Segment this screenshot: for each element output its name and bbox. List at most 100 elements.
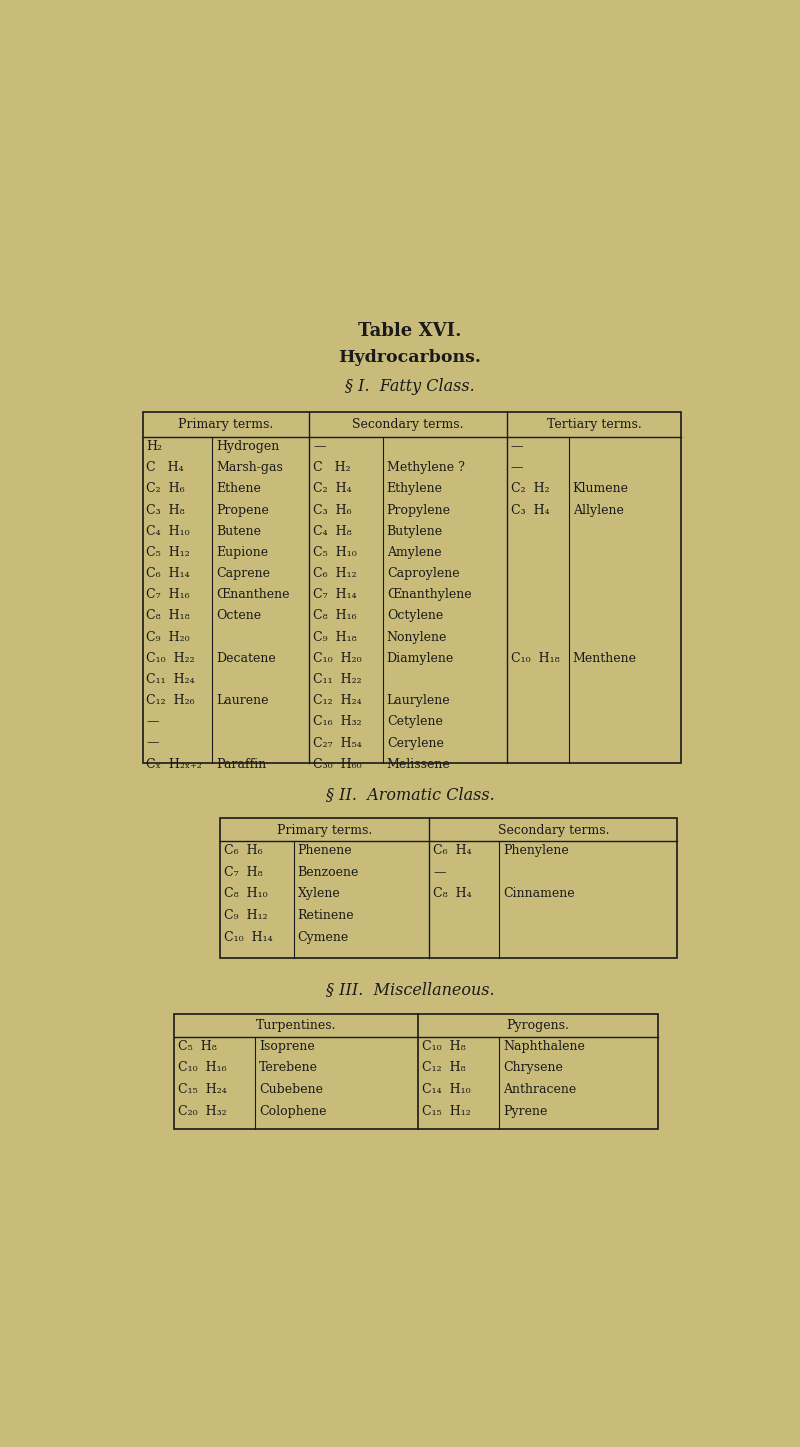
Text: C₁₀  H₁₄: C₁₀ H₁₄ (224, 930, 273, 943)
Text: C₈  H₄: C₈ H₄ (434, 887, 472, 900)
Text: Cetylene: Cetylene (386, 715, 442, 728)
Text: C₈  H₁₀: C₈ H₁₀ (224, 887, 268, 900)
Text: Pyrogens.: Pyrogens. (506, 1019, 570, 1032)
Text: Turpentines.: Turpentines. (255, 1019, 336, 1032)
Text: Xylene: Xylene (298, 887, 340, 900)
Text: C₃₀  H₆₀: C₃₀ H₆₀ (313, 758, 362, 771)
Text: C₂₇  H₅₄: C₂₇ H₅₄ (313, 737, 362, 750)
Text: Chrysene: Chrysene (503, 1062, 563, 1075)
Text: C₅  H₈: C₅ H₈ (178, 1040, 216, 1053)
Text: Cinnamene: Cinnamene (503, 887, 574, 900)
Text: C₁₀  H₂₀: C₁₀ H₂₀ (313, 651, 362, 664)
Text: C₃  H₈: C₃ H₈ (146, 504, 185, 517)
Text: C₆  H₆: C₆ H₆ (224, 844, 262, 857)
Text: C₁₀  H₁₆: C₁₀ H₁₆ (178, 1062, 226, 1075)
Text: C₇  H₁₄: C₇ H₁₄ (313, 589, 357, 602)
Text: Table XVI.: Table XVI. (358, 323, 462, 340)
Text: Marsh-gas: Marsh-gas (216, 462, 283, 475)
Text: § II.  Aromatic Class.: § II. Aromatic Class. (326, 786, 494, 803)
Text: Ethene: Ethene (216, 482, 261, 495)
Text: Klumene: Klumene (573, 482, 629, 495)
Text: Benzoene: Benzoene (298, 865, 359, 878)
Text: Primary terms.: Primary terms. (277, 823, 372, 836)
Text: Caprene: Caprene (216, 567, 270, 580)
Text: C₄  H₈: C₄ H₈ (313, 525, 352, 538)
Text: C₁₀  H₁₈: C₁₀ H₁₈ (510, 651, 559, 664)
Text: C₁₁  H₂₄: C₁₁ H₂₄ (146, 673, 195, 686)
Text: Propylene: Propylene (386, 504, 450, 517)
Text: Allylene: Allylene (573, 504, 624, 517)
Text: Cymene: Cymene (298, 930, 349, 943)
Text: C₁₂  H₂₄: C₁₂ H₂₄ (313, 695, 362, 708)
Text: C₅  H₁₀: C₅ H₁₀ (313, 546, 357, 559)
Text: —: — (146, 737, 159, 750)
Bar (174, 1014, 658, 1129)
Text: Secondary terms.: Secondary terms. (498, 823, 609, 836)
Text: Octylene: Octylene (386, 609, 443, 622)
Text: C₅  H₁₂: C₅ H₁₂ (146, 546, 190, 559)
Text: C₁₀  H₈: C₁₀ H₈ (422, 1040, 466, 1053)
Text: Laurylene: Laurylene (386, 695, 450, 708)
Text: Phenene: Phenene (298, 844, 352, 857)
Text: Melissene: Melissene (386, 758, 450, 771)
Text: Propene: Propene (216, 504, 269, 517)
Text: Caproylene: Caproylene (386, 567, 459, 580)
Text: Paraffin: Paraffin (216, 758, 266, 771)
Text: Methylene ?: Methylene ? (386, 462, 465, 475)
Text: Butylene: Butylene (386, 525, 443, 538)
Text: C₉  H₁₂: C₉ H₁₂ (224, 909, 268, 922)
Text: Colophene: Colophene (259, 1104, 326, 1117)
Text: C₁₂  H₂₆: C₁₂ H₂₆ (146, 695, 195, 708)
Text: Octene: Octene (216, 609, 262, 622)
Text: Menthene: Menthene (573, 651, 637, 664)
Text: C₄  H₁₀: C₄ H₁₀ (146, 525, 190, 538)
Text: Primary terms.: Primary terms. (178, 418, 274, 431)
Text: C₆  H₁₄: C₆ H₁₄ (146, 567, 190, 580)
Text: Cerylene: Cerylene (386, 737, 444, 750)
Text: C₁₅  H₁₂: C₁₅ H₁₂ (422, 1104, 470, 1117)
Text: C₂  H₂: C₂ H₂ (510, 482, 550, 495)
Text: C₉  H₂₀: C₉ H₂₀ (146, 631, 190, 644)
Text: C₁₄  H₁₀: C₁₄ H₁₀ (422, 1082, 470, 1095)
Text: C₈  H₁₆: C₈ H₁₆ (313, 609, 357, 622)
Text: C₈  H₁₈: C₈ H₁₈ (146, 609, 190, 622)
Text: Œnanthylene: Œnanthylene (386, 589, 471, 602)
Text: C   H₂: C H₂ (313, 462, 350, 475)
Text: Phenylene: Phenylene (503, 844, 569, 857)
Text: Pyrene: Pyrene (503, 1104, 547, 1117)
Text: § I.  Fatty Class.: § I. Fatty Class. (345, 379, 475, 395)
Text: Cubebene: Cubebene (259, 1082, 323, 1095)
Text: C₇  H₈: C₇ H₈ (224, 865, 262, 878)
Text: C₆  H₄: C₆ H₄ (434, 844, 472, 857)
Text: Anthracene: Anthracene (503, 1082, 576, 1095)
Text: C₂  H₄: C₂ H₄ (313, 482, 352, 495)
Text: Ethylene: Ethylene (386, 482, 442, 495)
Text: Tertiary terms.: Tertiary terms. (546, 418, 642, 431)
Text: Decatene: Decatene (216, 651, 276, 664)
Text: C   H₄: C H₄ (146, 462, 184, 475)
Text: —: — (510, 440, 523, 453)
Text: C₁₆  H₃₂: C₁₆ H₃₂ (313, 715, 362, 728)
Text: Nonylene: Nonylene (386, 631, 447, 644)
Text: Isoprene: Isoprene (259, 1040, 314, 1053)
Text: —: — (434, 865, 446, 878)
Text: C₁₂  H₈: C₁₂ H₈ (422, 1062, 466, 1075)
Text: Laurene: Laurene (216, 695, 269, 708)
Text: Terebene: Terebene (259, 1062, 318, 1075)
Text: C₂  H₆: C₂ H₆ (146, 482, 185, 495)
Text: Diamylene: Diamylene (386, 651, 454, 664)
Text: Hydrocarbons.: Hydrocarbons. (338, 349, 482, 366)
Text: § III.  Miscellaneous.: § III. Miscellaneous. (326, 981, 494, 998)
Text: H₂: H₂ (146, 440, 162, 453)
Text: C₃  H₆: C₃ H₆ (313, 504, 352, 517)
Text: C₁₀  H₂₂: C₁₀ H₂₂ (146, 651, 195, 664)
Text: C₁₁  H₂₂: C₁₁ H₂₂ (313, 673, 362, 686)
Text: Eupione: Eupione (216, 546, 268, 559)
Text: C₉  H₁₈: C₉ H₁₈ (313, 631, 357, 644)
Text: Œnanthene: Œnanthene (216, 589, 290, 602)
Text: Amylene: Amylene (386, 546, 442, 559)
Bar (220, 818, 678, 958)
Text: —: — (313, 440, 326, 453)
Text: Cₓ  H₂ₓ₊₂: Cₓ H₂ₓ₊₂ (146, 758, 202, 771)
Text: C₃  H₄: C₃ H₄ (510, 504, 550, 517)
